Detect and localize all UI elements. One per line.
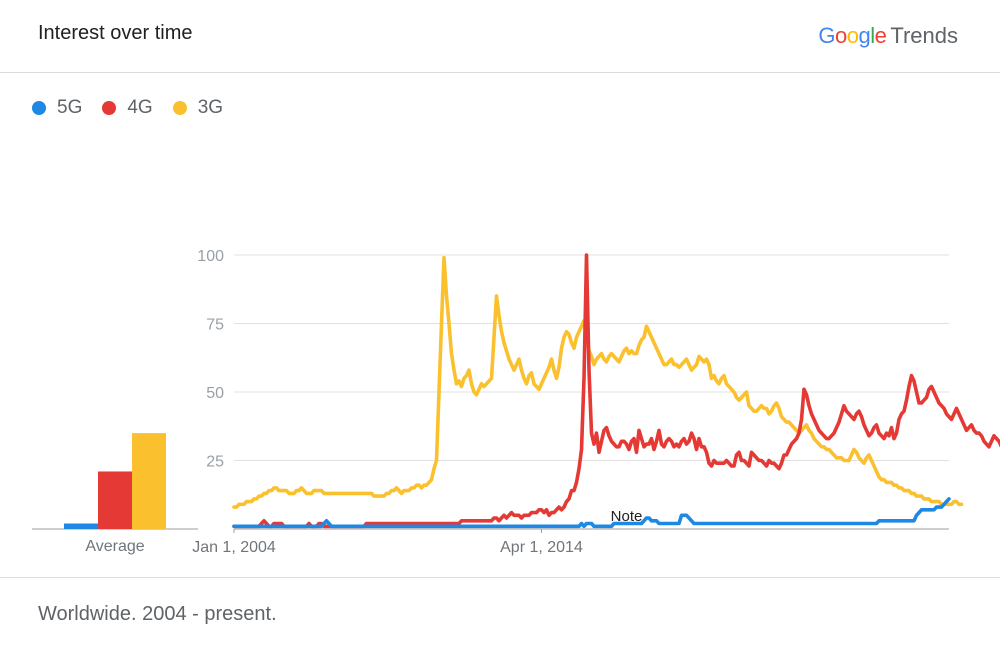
- y-tick-label: 50: [206, 385, 224, 402]
- legend-swatch: [172, 101, 187, 115]
- legend-label: 5G: [57, 97, 83, 118]
- series-line-5g: [232, 497, 951, 529]
- google-letter: l: [870, 23, 875, 48]
- average-bar-5g: [64, 523, 98, 529]
- google-wordmark: Google: [818, 23, 887, 48]
- legend-item: 4G: [102, 97, 153, 119]
- legend-swatch: [102, 101, 117, 115]
- google-letter: G: [818, 23, 835, 48]
- card-footer: Worldwide. 2004 - present.: [0, 577, 1000, 652]
- average-bar-4g: [98, 471, 132, 529]
- google-trends-logo: Google Trends: [818, 23, 958, 49]
- google-letter: e: [874, 23, 887, 48]
- y-tick-label: 25: [206, 454, 224, 471]
- x-tick-label: Jan 1, 2004: [192, 539, 276, 556]
- average-label: Average: [85, 538, 144, 555]
- series-line-3g: [232, 255, 964, 509]
- legend-item: 3G: [172, 97, 224, 119]
- y-tick-label: 100: [197, 248, 224, 265]
- interest-chart: 25 50 75 100 Average Jan 1, 2004 Apr 1, 2014 No…: [32, 248, 1000, 556]
- legend-swatch: [32, 101, 46, 115]
- x-tick-label: Apr 1, 2014: [500, 539, 583, 556]
- legend-label: 4G: [127, 97, 153, 118]
- note-annotation: Note: [611, 508, 643, 525]
- card-header: Interest over time Google Trends: [0, 0, 1000, 73]
- y-tick-label: 75: [206, 317, 224, 334]
- legend-item: 5G: [32, 97, 82, 119]
- google-letter: o: [846, 23, 859, 48]
- page-title: Interest over time: [38, 22, 193, 44]
- legend-label: 3G: [197, 97, 224, 118]
- footer-caption: Worldwide. 2004 - present.: [38, 603, 277, 625]
- chart-legend: 5G 4G 3G: [32, 96, 243, 120]
- series-line-4g: [232, 253, 1000, 529]
- google-letter: o: [834, 23, 847, 48]
- google-letter: g: [858, 23, 871, 48]
- trends-wordmark: Trends: [890, 23, 958, 48]
- average-bar-3g: [132, 433, 166, 529]
